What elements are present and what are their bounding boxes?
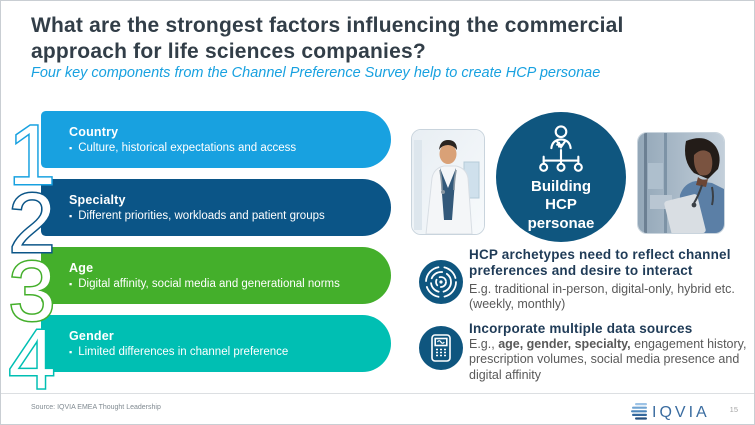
factor-number-3: 3 xyxy=(7,243,57,338)
svg-text:2: 2 xyxy=(9,176,56,269)
factor-number-4: 4 xyxy=(7,311,57,406)
source-note: Source: IQVIA EMEA Thought Leadership xyxy=(31,404,161,411)
iqvia-logo: IQVIA xyxy=(631,403,710,421)
factor-detail: Culture, historical expectations and acc… xyxy=(78,142,297,154)
insight-heading-archetypes: HCP archetypes need to reflect channel p… xyxy=(469,247,731,278)
body-bold: age, gender, specialty, xyxy=(498,337,631,351)
circle-label: Building HCP personae xyxy=(527,178,595,232)
svg-text:4: 4 xyxy=(9,312,56,405)
svg-text:3: 3 xyxy=(9,244,56,337)
body-prefix: E.g., xyxy=(469,337,499,351)
svg-text:1: 1 xyxy=(9,108,56,201)
bullet-icon: ▪ xyxy=(69,143,73,153)
factor-bar-age: Age ▪ Digital affinity, social media and… xyxy=(41,247,391,304)
bullet-icon: ▪ xyxy=(69,347,73,357)
male-doctor-photo xyxy=(411,129,485,235)
factor-detail: Limited differences in channel preferenc… xyxy=(78,346,289,358)
page-number: 15 xyxy=(729,405,738,414)
body-rest: engagement history, prescription volumes… xyxy=(469,337,747,382)
insight-body-archetypes: E.g. traditional in-person, digital-only… xyxy=(469,282,735,312)
factor-number-1: 1 xyxy=(7,107,57,202)
factor-bar-specialty: Specialty ▪ Different priorities, worklo… xyxy=(41,179,391,236)
factor-label: Age xyxy=(69,261,94,275)
maze-icon xyxy=(419,260,463,304)
factor-detail: Different priorities, workloads and pati… xyxy=(78,210,325,222)
calculator-icon xyxy=(419,326,463,370)
insight-heading-data-sources: Incorporate multiple data sources xyxy=(469,321,693,336)
page-subtitle: Four key components from the Channel Pre… xyxy=(31,65,601,81)
footer-divider xyxy=(1,393,754,394)
factor-label: Gender xyxy=(69,329,114,343)
bullet-icon: ▪ xyxy=(69,279,73,289)
insight-body-data-sources: E.g., age, gender, specialty, engagement… xyxy=(469,337,754,383)
factor-bar-gender: Gender ▪ Limited differences in channel … xyxy=(41,315,391,372)
page-title: What are the strongest factors influenci… xyxy=(31,14,624,63)
factor-number-2: 2 xyxy=(7,175,57,270)
factor-label: Specialty xyxy=(69,193,126,207)
svg-text:IQVIA: IQVIA xyxy=(652,404,710,421)
factor-detail: Digital affinity, social media and gener… xyxy=(78,278,340,290)
factor-label: Country xyxy=(69,125,119,139)
building-hcp-personae-circle: Building HCP personae xyxy=(496,112,626,242)
female-nurse-tablet-photo xyxy=(637,132,725,234)
factor-bar-country: Country ▪ Culture, historical expectatio… xyxy=(41,111,391,168)
person-org-chart-icon xyxy=(539,125,583,172)
bullet-icon: ▪ xyxy=(69,211,73,221)
